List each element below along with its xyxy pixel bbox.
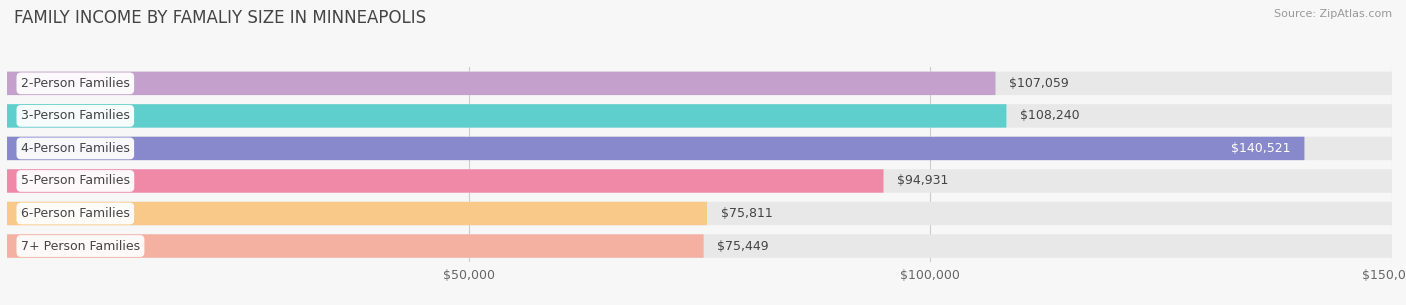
FancyBboxPatch shape xyxy=(7,104,1392,127)
Text: 3-Person Families: 3-Person Families xyxy=(21,109,129,122)
FancyBboxPatch shape xyxy=(7,72,1392,95)
FancyBboxPatch shape xyxy=(7,202,1392,225)
FancyBboxPatch shape xyxy=(7,234,703,258)
Text: 6-Person Families: 6-Person Families xyxy=(21,207,129,220)
FancyBboxPatch shape xyxy=(7,169,1392,193)
FancyBboxPatch shape xyxy=(7,104,1007,127)
Text: $107,059: $107,059 xyxy=(1010,77,1069,90)
FancyBboxPatch shape xyxy=(7,72,995,95)
Text: $75,449: $75,449 xyxy=(717,239,769,253)
Text: $140,521: $140,521 xyxy=(1232,142,1291,155)
Text: Source: ZipAtlas.com: Source: ZipAtlas.com xyxy=(1274,9,1392,19)
Text: 7+ Person Families: 7+ Person Families xyxy=(21,239,141,253)
FancyBboxPatch shape xyxy=(7,137,1392,160)
FancyBboxPatch shape xyxy=(7,137,1305,160)
FancyBboxPatch shape xyxy=(7,169,883,193)
Text: $75,811: $75,811 xyxy=(721,207,772,220)
Text: FAMILY INCOME BY FAMALIY SIZE IN MINNEAPOLIS: FAMILY INCOME BY FAMALIY SIZE IN MINNEAP… xyxy=(14,9,426,27)
Text: $94,931: $94,931 xyxy=(897,174,949,188)
FancyBboxPatch shape xyxy=(7,202,707,225)
Text: 2-Person Families: 2-Person Families xyxy=(21,77,129,90)
Text: 5-Person Families: 5-Person Families xyxy=(21,174,129,188)
Text: 4-Person Families: 4-Person Families xyxy=(21,142,129,155)
Text: $108,240: $108,240 xyxy=(1021,109,1080,122)
FancyBboxPatch shape xyxy=(7,234,1392,258)
